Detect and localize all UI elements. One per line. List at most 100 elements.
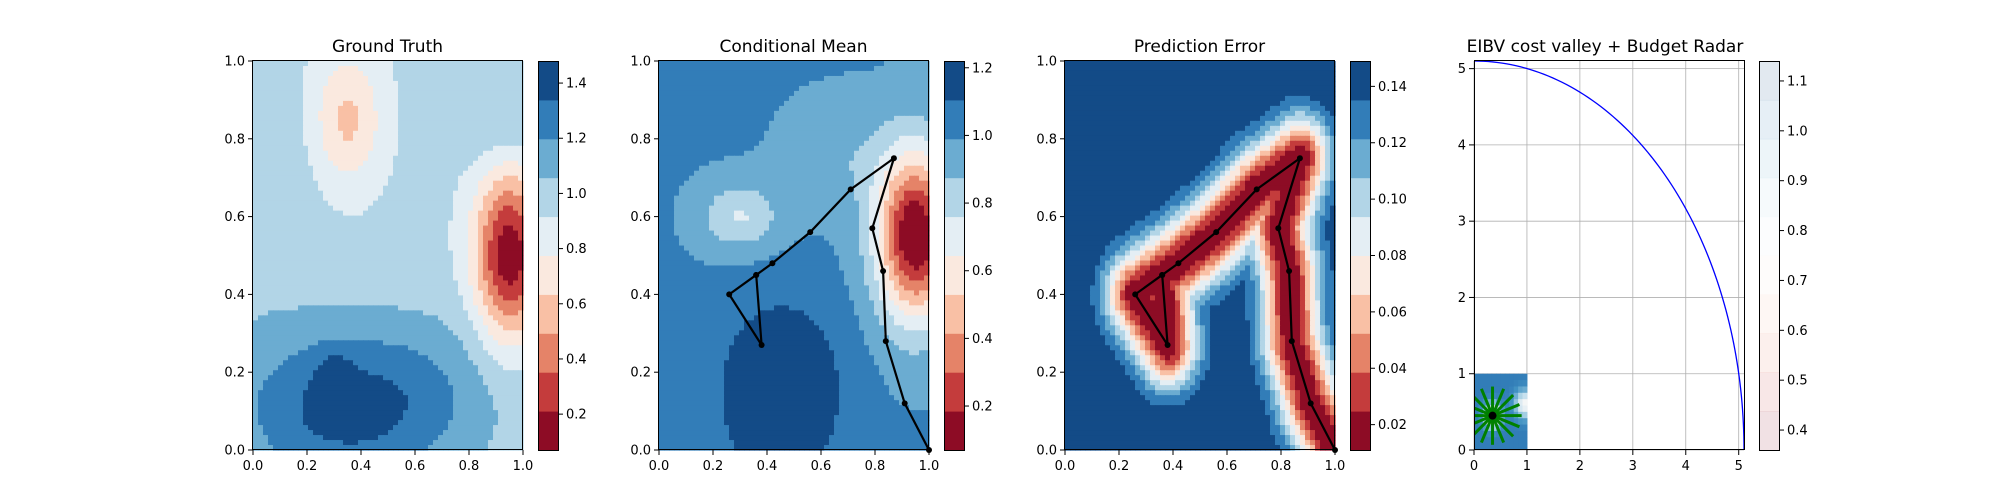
contour-cell xyxy=(413,285,419,292)
contour-cell xyxy=(283,105,289,112)
contour-cell xyxy=(318,130,324,137)
contour-cell xyxy=(358,265,364,272)
contour-cell xyxy=(293,170,299,177)
contour-cell xyxy=(303,235,309,242)
contour-cell xyxy=(303,400,309,406)
contour-cell xyxy=(794,115,800,122)
contour-cell xyxy=(518,80,524,87)
contour-cell xyxy=(328,125,334,132)
contour-cell xyxy=(373,255,379,262)
contour-cell xyxy=(308,395,314,401)
contour-cell xyxy=(333,220,339,227)
contour-cell xyxy=(283,355,289,361)
contour-cell xyxy=(498,230,504,237)
contour-cell xyxy=(283,435,289,441)
contour-cell xyxy=(458,160,464,167)
contour-cell xyxy=(413,440,419,446)
contour-cell xyxy=(278,120,284,127)
contour-cell xyxy=(383,395,389,401)
contour-cell xyxy=(413,330,419,336)
contour-cell xyxy=(779,90,785,97)
contour-cell xyxy=(328,405,334,411)
contour-cell xyxy=(679,80,685,87)
contour-cell xyxy=(478,425,484,431)
contour-cell xyxy=(373,405,379,411)
contour-cell xyxy=(343,280,349,287)
contour-cell xyxy=(704,65,710,72)
contour-cell xyxy=(413,125,419,132)
contour-cell xyxy=(278,75,284,82)
contour-cell xyxy=(453,425,459,431)
contour-cell xyxy=(799,80,805,87)
contour-cell xyxy=(273,430,279,436)
contour-cell xyxy=(493,270,499,277)
contour-cell xyxy=(393,70,399,77)
contour-cell xyxy=(669,100,675,107)
contour-cell xyxy=(413,310,419,316)
contour-cell xyxy=(383,440,389,446)
contour-cell xyxy=(468,90,474,97)
contour-cell xyxy=(258,445,264,451)
contour-cell xyxy=(328,115,334,122)
contour-cell xyxy=(413,95,419,102)
contour-cell xyxy=(308,245,314,252)
contour-cell xyxy=(408,180,414,187)
contour-cell xyxy=(273,85,279,92)
contour-cell xyxy=(814,90,820,97)
contour-cell xyxy=(343,265,349,272)
contour-cell xyxy=(333,145,339,152)
contour-cell xyxy=(839,70,845,77)
contour-cell xyxy=(473,225,479,232)
contour-cell xyxy=(303,180,309,187)
contour-cell xyxy=(508,120,514,127)
contour-cell xyxy=(438,185,444,192)
contour-cell xyxy=(724,90,730,97)
contour-cell xyxy=(268,340,274,346)
contour-cell xyxy=(398,335,404,341)
contour-cell xyxy=(443,70,449,77)
contour-cell xyxy=(508,105,514,112)
contour-cell xyxy=(313,320,319,326)
contour-cell xyxy=(518,250,524,257)
contour-cell xyxy=(413,415,419,421)
contour-cell xyxy=(313,270,319,277)
contour-cell xyxy=(413,435,419,441)
contour-cell xyxy=(258,415,264,421)
contour-cell xyxy=(368,205,374,212)
contour-cell xyxy=(353,330,359,336)
contour-cell xyxy=(418,210,424,217)
contour-cell xyxy=(478,370,484,376)
contour-cell xyxy=(373,370,379,376)
contour-cell xyxy=(764,65,770,72)
contour-cell xyxy=(348,330,354,336)
contour-cell xyxy=(383,360,389,366)
contour-cell xyxy=(328,435,334,441)
contour-cell xyxy=(884,70,890,77)
contour-cell xyxy=(473,110,479,117)
contour-cell xyxy=(493,345,499,351)
contour-cell xyxy=(839,110,845,117)
contour-cell xyxy=(293,300,299,306)
contour-cell xyxy=(348,61,354,67)
contour-cell xyxy=(328,285,334,292)
contour-cell xyxy=(373,265,379,272)
contour-cell xyxy=(829,95,835,102)
contour-cell xyxy=(443,310,449,316)
contour-cell xyxy=(408,65,414,72)
contour-cell xyxy=(393,85,399,92)
contour-cell xyxy=(448,125,454,132)
contour-cell xyxy=(323,195,329,202)
contour-cell xyxy=(518,300,524,306)
contour-cell xyxy=(333,345,339,351)
contour-cell xyxy=(834,120,840,127)
contour-cell xyxy=(303,405,309,411)
contour-cell xyxy=(383,180,389,187)
contour-cell xyxy=(503,325,509,331)
contour-cell xyxy=(293,100,299,107)
contour-cell xyxy=(869,75,875,82)
contour-cell xyxy=(258,265,264,272)
contour-cell xyxy=(268,330,274,336)
contour-cell xyxy=(413,425,419,431)
contour-cell xyxy=(373,375,379,381)
contour-cell xyxy=(438,205,444,212)
